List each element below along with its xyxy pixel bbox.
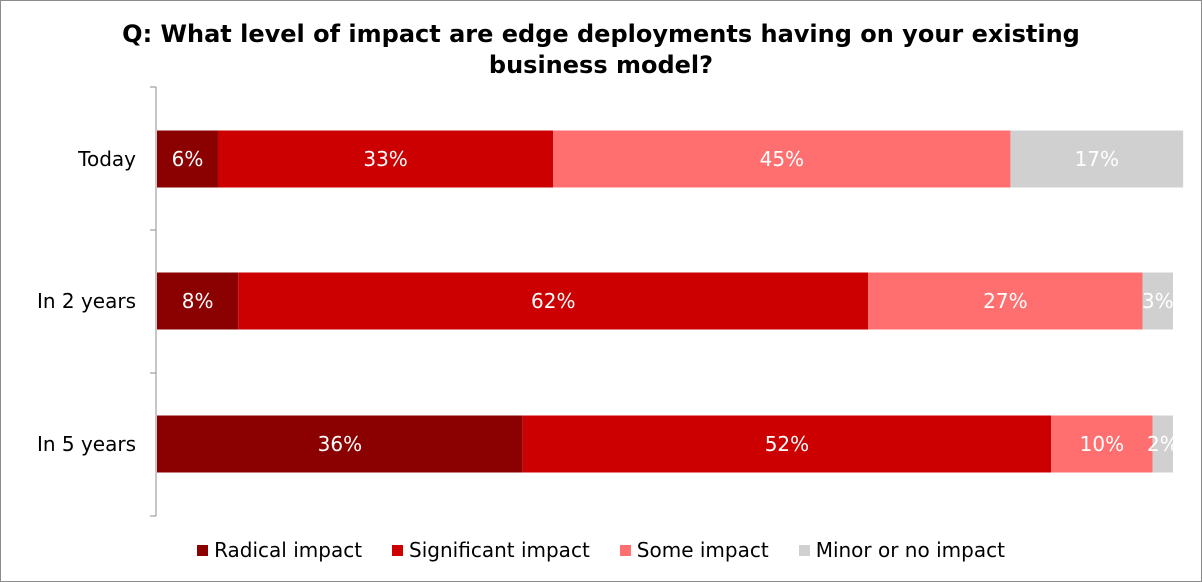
data-label: 36%: [318, 432, 362, 456]
legend-swatch: [619, 544, 631, 556]
bar-segment: [1142, 272, 1173, 330]
data-label: 52%: [765, 432, 809, 456]
legend-swatch: [798, 544, 810, 556]
bar-segment: [157, 272, 239, 330]
data-label: 27%: [983, 289, 1027, 313]
bar-segment: [157, 415, 523, 473]
bar-segment: [522, 415, 1052, 473]
bar-segment: [1010, 130, 1184, 188]
category-label: In 2 years: [37, 289, 136, 313]
category-label: Today: [77, 147, 136, 171]
data-label: 10%: [1080, 432, 1124, 456]
data-label: 8%: [182, 289, 214, 313]
data-label: 6%: [172, 147, 204, 171]
legend-label: Some impact: [636, 538, 769, 562]
legend-label: Significant impact: [409, 538, 590, 562]
legend-swatch: [197, 544, 209, 556]
legend-item: Significant impact: [392, 538, 590, 562]
data-label: 33%: [363, 147, 407, 171]
category-label: In 5 years: [37, 432, 136, 456]
bar-segment: [553, 130, 1011, 188]
bar-segment: [1152, 415, 1173, 473]
chart-title: Q: What level of impact are edge deploym…: [122, 20, 1080, 79]
bar-segment: [1051, 415, 1153, 473]
chart-legend: Radical impact Significant impact Some imp…: [1, 538, 1201, 562]
bar-segment: [157, 130, 218, 188]
data-label: 2%: [1147, 432, 1179, 456]
bar-segment: [238, 272, 869, 330]
bar-segment: [217, 130, 554, 188]
data-label: 62%: [531, 289, 575, 313]
legend-item: Minor or no impact: [798, 538, 1005, 562]
legend-label: Radical impact: [214, 538, 363, 562]
bar-segment: [868, 272, 1143, 330]
data-label: 3%: [1142, 289, 1174, 313]
legend-swatch: [392, 544, 404, 556]
legend-item: Radical impact: [197, 538, 362, 562]
legend-label: Minor or no impact: [815, 538, 1005, 562]
data-label: 17%: [1075, 147, 1119, 171]
data-label: 45%: [760, 147, 804, 171]
legend-item: Some impact: [619, 538, 769, 562]
